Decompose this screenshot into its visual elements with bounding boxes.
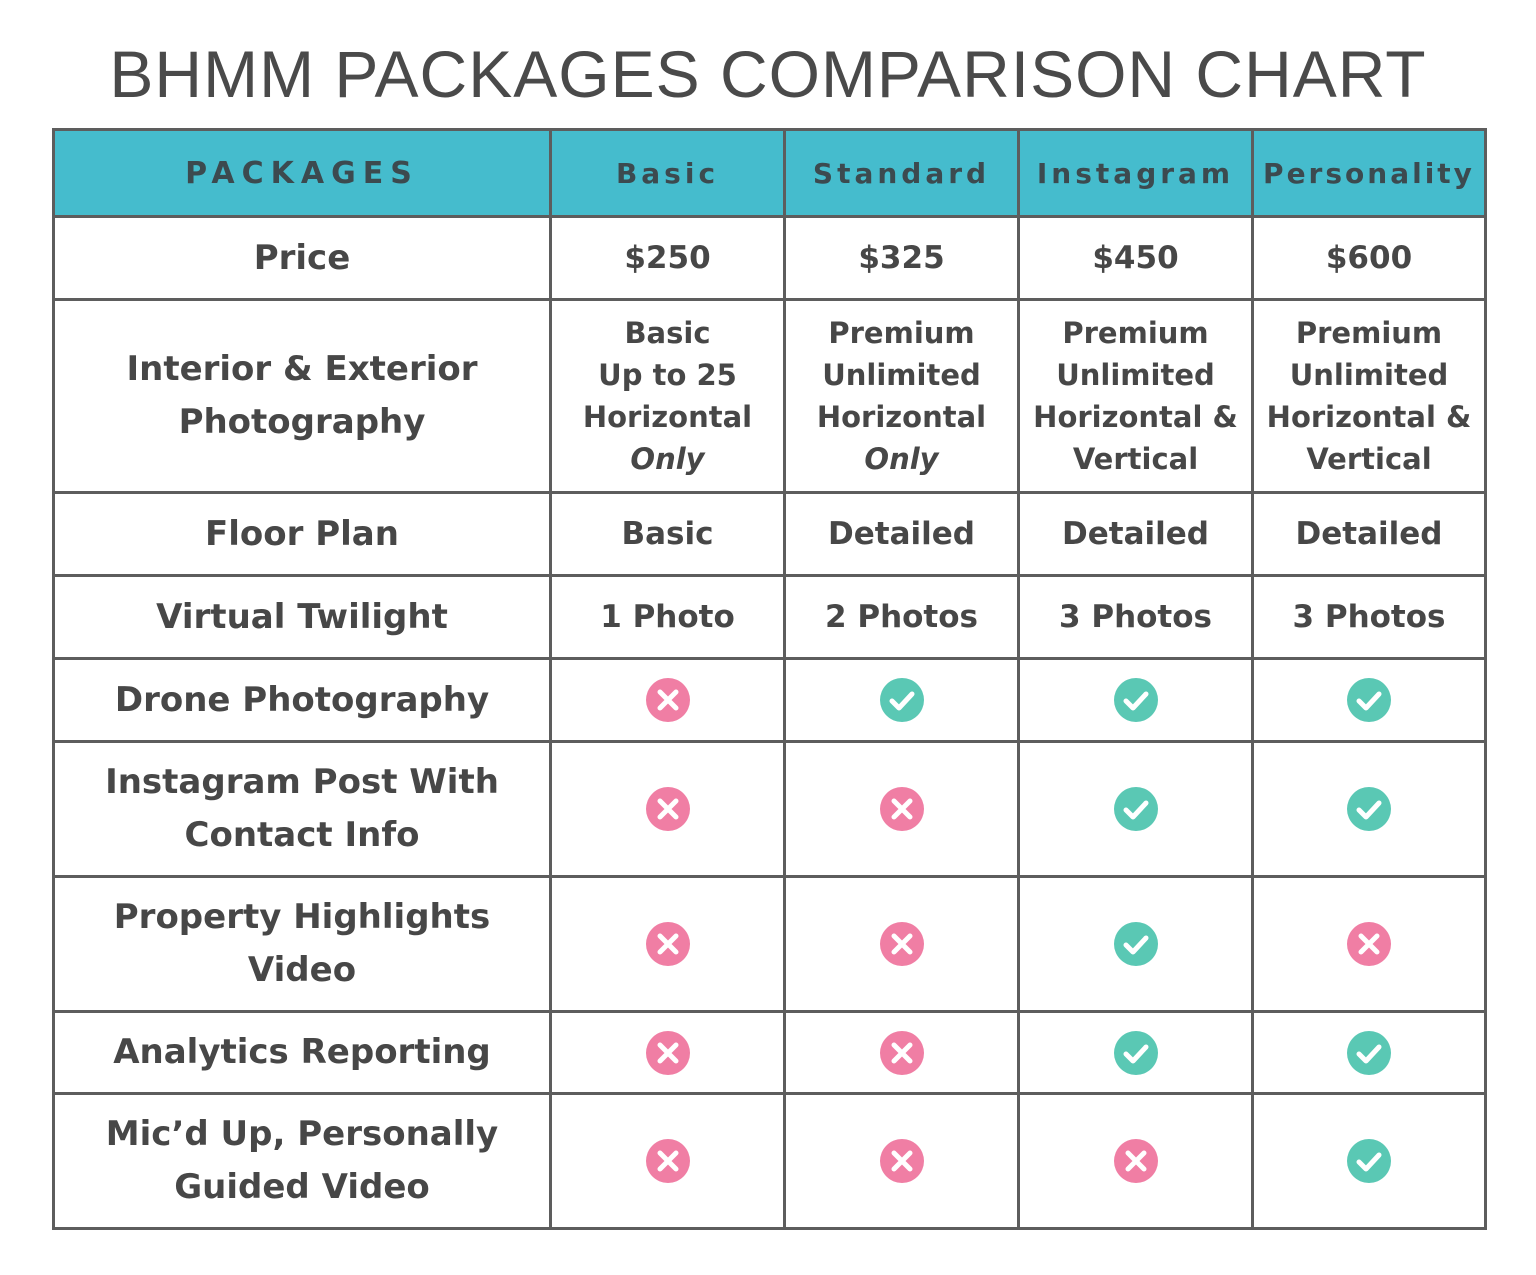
- check-icon: [1347, 678, 1391, 722]
- comparison-table: PACKAGES Basic Standard Instagram Person…: [52, 128, 1487, 1230]
- x-icon: [645, 678, 690, 722]
- twilight-instagram: 3 Photos: [1017, 574, 1254, 660]
- x-icon: [1347, 922, 1391, 966]
- row-label: Property Highlights Video: [52, 875, 552, 1013]
- drone-standard: [783, 657, 1020, 743]
- row-highlights-video: Property Highlights Video: [52, 875, 1487, 1013]
- twilight-standard: 2 Photos: [783, 574, 1020, 660]
- instagram-post-instagram: [1017, 740, 1254, 878]
- photography-personality: Premium Unlimited Horizontal & Vertical: [1251, 298, 1487, 494]
- x-icon: [879, 1030, 924, 1075]
- micd-up-personality: [1251, 1092, 1487, 1230]
- header-row: PACKAGES Basic Standard Instagram Person…: [52, 128, 1487, 218]
- row-label: Drone Photography: [52, 657, 552, 743]
- highlights-standard: [783, 875, 1020, 1013]
- photography-instagram: Premium Unlimited Horizontal & Vertical: [1017, 298, 1254, 494]
- row-label: Instagram Post With Contact Info: [52, 740, 552, 878]
- row-instagram-post: Instagram Post With Contact Info: [52, 740, 1487, 878]
- drone-personality: [1251, 657, 1487, 743]
- row-micd-up: Mic’d Up, Personally Guided Video: [52, 1092, 1487, 1230]
- drone-instagram: [1017, 657, 1254, 743]
- micd-up-basic: [549, 1092, 786, 1230]
- micd-up-instagram: [1017, 1092, 1254, 1230]
- analytics-basic: [549, 1010, 786, 1095]
- micd-up-standard: [783, 1092, 1020, 1230]
- floor-plan-standard: Detailed: [783, 491, 1020, 577]
- header-instagram: Instagram: [1017, 128, 1254, 218]
- x-icon: [879, 922, 924, 966]
- row-photography: Interior & Exterior Photography Basic Up…: [52, 298, 1487, 494]
- page-title: BHMM PACKAGES COMPARISON CHART: [109, 37, 1427, 111]
- row-label: Floor Plan: [52, 491, 552, 577]
- analytics-standard: [783, 1010, 1020, 1095]
- check-icon: [879, 678, 924, 722]
- row-floor-plan: Floor Plan Basic Detailed Detailed Detai…: [52, 491, 1487, 577]
- price-standard: $325: [783, 215, 1020, 301]
- x-icon: [645, 1139, 690, 1183]
- photography-standard: Premium Unlimited Horizontal Only: [783, 298, 1020, 494]
- price-instagram: $450: [1017, 215, 1254, 301]
- analytics-instagram: [1017, 1010, 1254, 1095]
- check-icon: [1347, 1030, 1391, 1075]
- twilight-personality: 3 Photos: [1251, 574, 1487, 660]
- floor-plan-instagram: Detailed: [1017, 491, 1254, 577]
- check-icon: [1113, 922, 1158, 966]
- row-label: Interior & Exterior Photography: [52, 298, 552, 494]
- analytics-personality: [1251, 1010, 1487, 1095]
- instagram-post-personality: [1251, 740, 1487, 878]
- drone-basic: [549, 657, 786, 743]
- row-price: Price $250 $325 $450 $600: [52, 215, 1487, 301]
- x-icon: [1113, 1139, 1158, 1183]
- row-analytics: Analytics Reporting: [52, 1010, 1487, 1095]
- highlights-instagram: [1017, 875, 1254, 1013]
- x-icon: [645, 787, 690, 831]
- price-personality: $600: [1251, 215, 1487, 301]
- highlights-basic: [549, 875, 786, 1013]
- x-icon: [879, 1139, 924, 1183]
- instagram-post-standard: [783, 740, 1020, 878]
- row-label: Mic’d Up, Personally Guided Video: [52, 1092, 552, 1230]
- floor-plan-basic: Basic: [549, 491, 786, 577]
- header-basic: Basic: [549, 128, 786, 218]
- x-icon: [645, 922, 690, 966]
- x-icon: [879, 787, 924, 831]
- check-icon: [1347, 1139, 1391, 1183]
- twilight-basic: 1 Photo: [549, 574, 786, 660]
- row-drone: Drone Photography: [52, 657, 1487, 743]
- x-icon: [645, 1030, 690, 1075]
- row-virtual-twilight: Virtual Twilight 1 Photo 2 Photos 3 Phot…: [52, 574, 1487, 660]
- check-icon: [1113, 678, 1158, 722]
- header-personality: Personality: [1251, 128, 1487, 218]
- row-label: Analytics Reporting: [52, 1010, 552, 1095]
- row-label: Virtual Twilight: [52, 574, 552, 660]
- header-standard: Standard: [783, 128, 1020, 218]
- row-label: Price: [52, 215, 552, 301]
- check-icon: [1113, 1030, 1158, 1075]
- floor-plan-personality: Detailed: [1251, 491, 1487, 577]
- photography-basic: Basic Up to 25 Horizontal Only: [549, 298, 786, 494]
- check-icon: [1347, 787, 1391, 831]
- check-icon: [1113, 787, 1158, 831]
- instagram-post-basic: [549, 740, 786, 878]
- price-basic: $250: [549, 215, 786, 301]
- highlights-personality: [1251, 875, 1487, 1013]
- header-packages: PACKAGES: [52, 128, 552, 218]
